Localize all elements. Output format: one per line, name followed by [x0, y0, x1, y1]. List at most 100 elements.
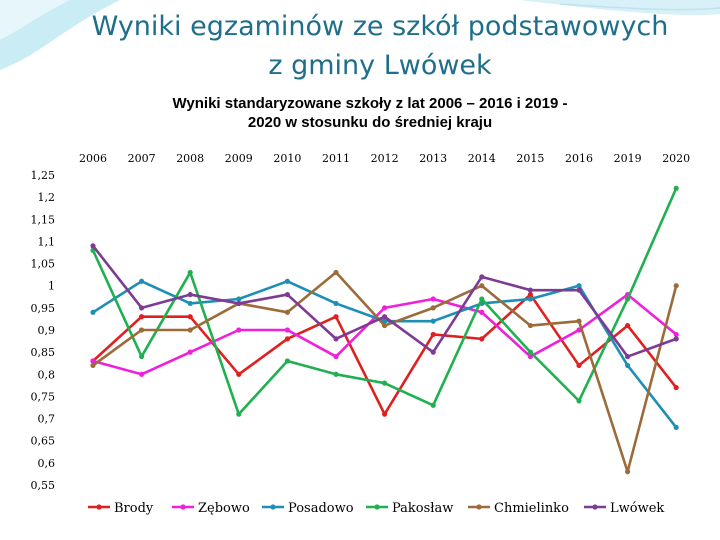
data-point-pakosław — [527, 349, 534, 355]
y-tick-label: 1,15 — [31, 213, 56, 226]
data-point-posadowo — [284, 278, 290, 284]
y-tick-label: 1 — [48, 280, 55, 293]
data-point-lwówek — [625, 353, 631, 360]
data-point-pakosław — [576, 398, 582, 404]
data-point-zębowo — [284, 327, 290, 333]
data-point-zębowo — [382, 305, 388, 311]
x-tick-label: 2011 — [322, 152, 350, 165]
y-tick-label: 0,75 — [31, 390, 56, 403]
data-point-lwówek — [527, 287, 534, 293]
data-point-zębowo — [90, 358, 96, 364]
data-point-lwówek — [333, 336, 339, 342]
data-point-zębowo — [139, 371, 145, 377]
data-point-posadowo — [625, 362, 631, 369]
legend-label-brody: Brody — [114, 501, 154, 516]
data-point-chmielinko — [625, 469, 631, 475]
y-tick-label: 1,1 — [38, 235, 56, 248]
data-point-chmielinko — [139, 327, 145, 333]
data-point-lwówek — [382, 314, 388, 320]
chart-title-line1: Wyniki standaryzowane szkoły z lat 2006 … — [172, 95, 568, 112]
legend-marker-pakosław — [374, 504, 380, 510]
data-point-chmielinko — [576, 318, 582, 324]
data-point-lwówek — [139, 305, 145, 311]
data-point-posadowo — [139, 278, 145, 284]
x-tick-label: 2016 — [565, 152, 593, 165]
data-point-brody — [576, 362, 582, 369]
x-tick-label: 2014 — [468, 152, 496, 165]
data-point-lwówek — [576, 287, 582, 293]
y-tick-label: 1,05 — [31, 258, 56, 271]
legend-marker-posadowo — [270, 504, 276, 510]
x-tick-label: 2013 — [419, 152, 447, 165]
data-point-chmielinko — [527, 322, 534, 329]
data-point-pakosław — [284, 358, 290, 364]
data-point-lwówek — [673, 336, 679, 342]
header-swoosh-decoration — [0, 0, 720, 70]
y-tick-label: 1,2 — [38, 191, 56, 204]
data-point-chmielinko — [479, 283, 485, 289]
x-tick-label: 2007 — [128, 152, 156, 165]
data-point-brody — [382, 411, 388, 417]
data-point-posadowo — [527, 296, 534, 302]
slide-title-line2: z gminy Lwówek — [268, 50, 492, 81]
legend-label-zębowo: Zębowo — [198, 501, 250, 516]
chart-title-line2: 2020 w stosunku do średniej kraju — [247, 114, 493, 131]
y-tick-label: 0,95 — [31, 302, 56, 315]
x-tick-label: 2015 — [516, 152, 544, 165]
data-point-chmielinko — [382, 322, 388, 329]
data-point-pakosław — [625, 296, 631, 302]
data-point-zębowo — [479, 309, 485, 315]
data-point-brody — [333, 314, 339, 320]
data-point-zębowo — [187, 349, 193, 355]
legend-marker-chmielinko — [476, 504, 482, 510]
data-point-lwówek — [284, 291, 290, 298]
data-point-brody — [139, 314, 145, 320]
data-point-zębowo — [236, 327, 242, 333]
data-point-brody — [625, 322, 631, 329]
data-point-posadowo — [673, 424, 679, 431]
data-point-chmielinko — [333, 269, 339, 276]
data-point-brody — [673, 384, 679, 391]
data-point-brody — [527, 291, 534, 298]
data-point-brody — [187, 314, 193, 320]
data-point-posadowo — [90, 309, 96, 315]
y-tick-label: 1,25 — [31, 169, 56, 182]
data-point-zębowo — [333, 353, 339, 360]
data-point-chmielinko — [673, 283, 679, 289]
data-point-brody — [236, 371, 242, 377]
y-tick-label: 0,9 — [38, 324, 56, 337]
data-point-chmielinko — [430, 305, 436, 311]
data-point-pakosław — [187, 269, 193, 276]
data-point-posadowo — [236, 296, 242, 302]
y-tick-label: 0,85 — [31, 346, 56, 359]
legend-label-posadowo: Posadowo — [288, 501, 354, 516]
x-tick-label: 2012 — [371, 152, 399, 165]
data-point-chmielinko — [284, 309, 290, 315]
y-tick-label: 0,8 — [38, 368, 56, 381]
data-point-pakosław — [479, 296, 485, 302]
data-point-posadowo — [576, 283, 582, 289]
data-point-pakosław — [430, 402, 436, 408]
data-point-brody — [284, 336, 290, 342]
data-point-zębowo — [430, 296, 436, 302]
data-point-chmielinko — [90, 362, 96, 369]
legend-marker-brody — [96, 504, 102, 510]
data-point-posadowo — [187, 300, 193, 307]
x-tick-label: 2020 — [662, 152, 690, 165]
legend-label-lwówek: Lwówek — [610, 501, 664, 516]
data-point-pakosław — [236, 411, 242, 417]
data-point-brody — [430, 331, 436, 338]
y-tick-label: 0,65 — [31, 435, 56, 448]
x-tick-label: 2009 — [225, 152, 253, 165]
y-tick-label: 0,6 — [38, 457, 56, 470]
x-tick-label: 2019 — [614, 152, 642, 165]
data-point-lwówek — [187, 291, 193, 298]
y-tick-label: 0,55 — [31, 479, 56, 492]
legend-marker-lwówek — [592, 504, 598, 510]
data-point-lwówek — [90, 243, 96, 249]
data-point-brody — [479, 336, 485, 342]
data-point-lwówek — [236, 300, 242, 307]
x-tick-label: 2006 — [79, 152, 107, 165]
legend-label-chmielinko: Chmielinko — [494, 501, 569, 516]
